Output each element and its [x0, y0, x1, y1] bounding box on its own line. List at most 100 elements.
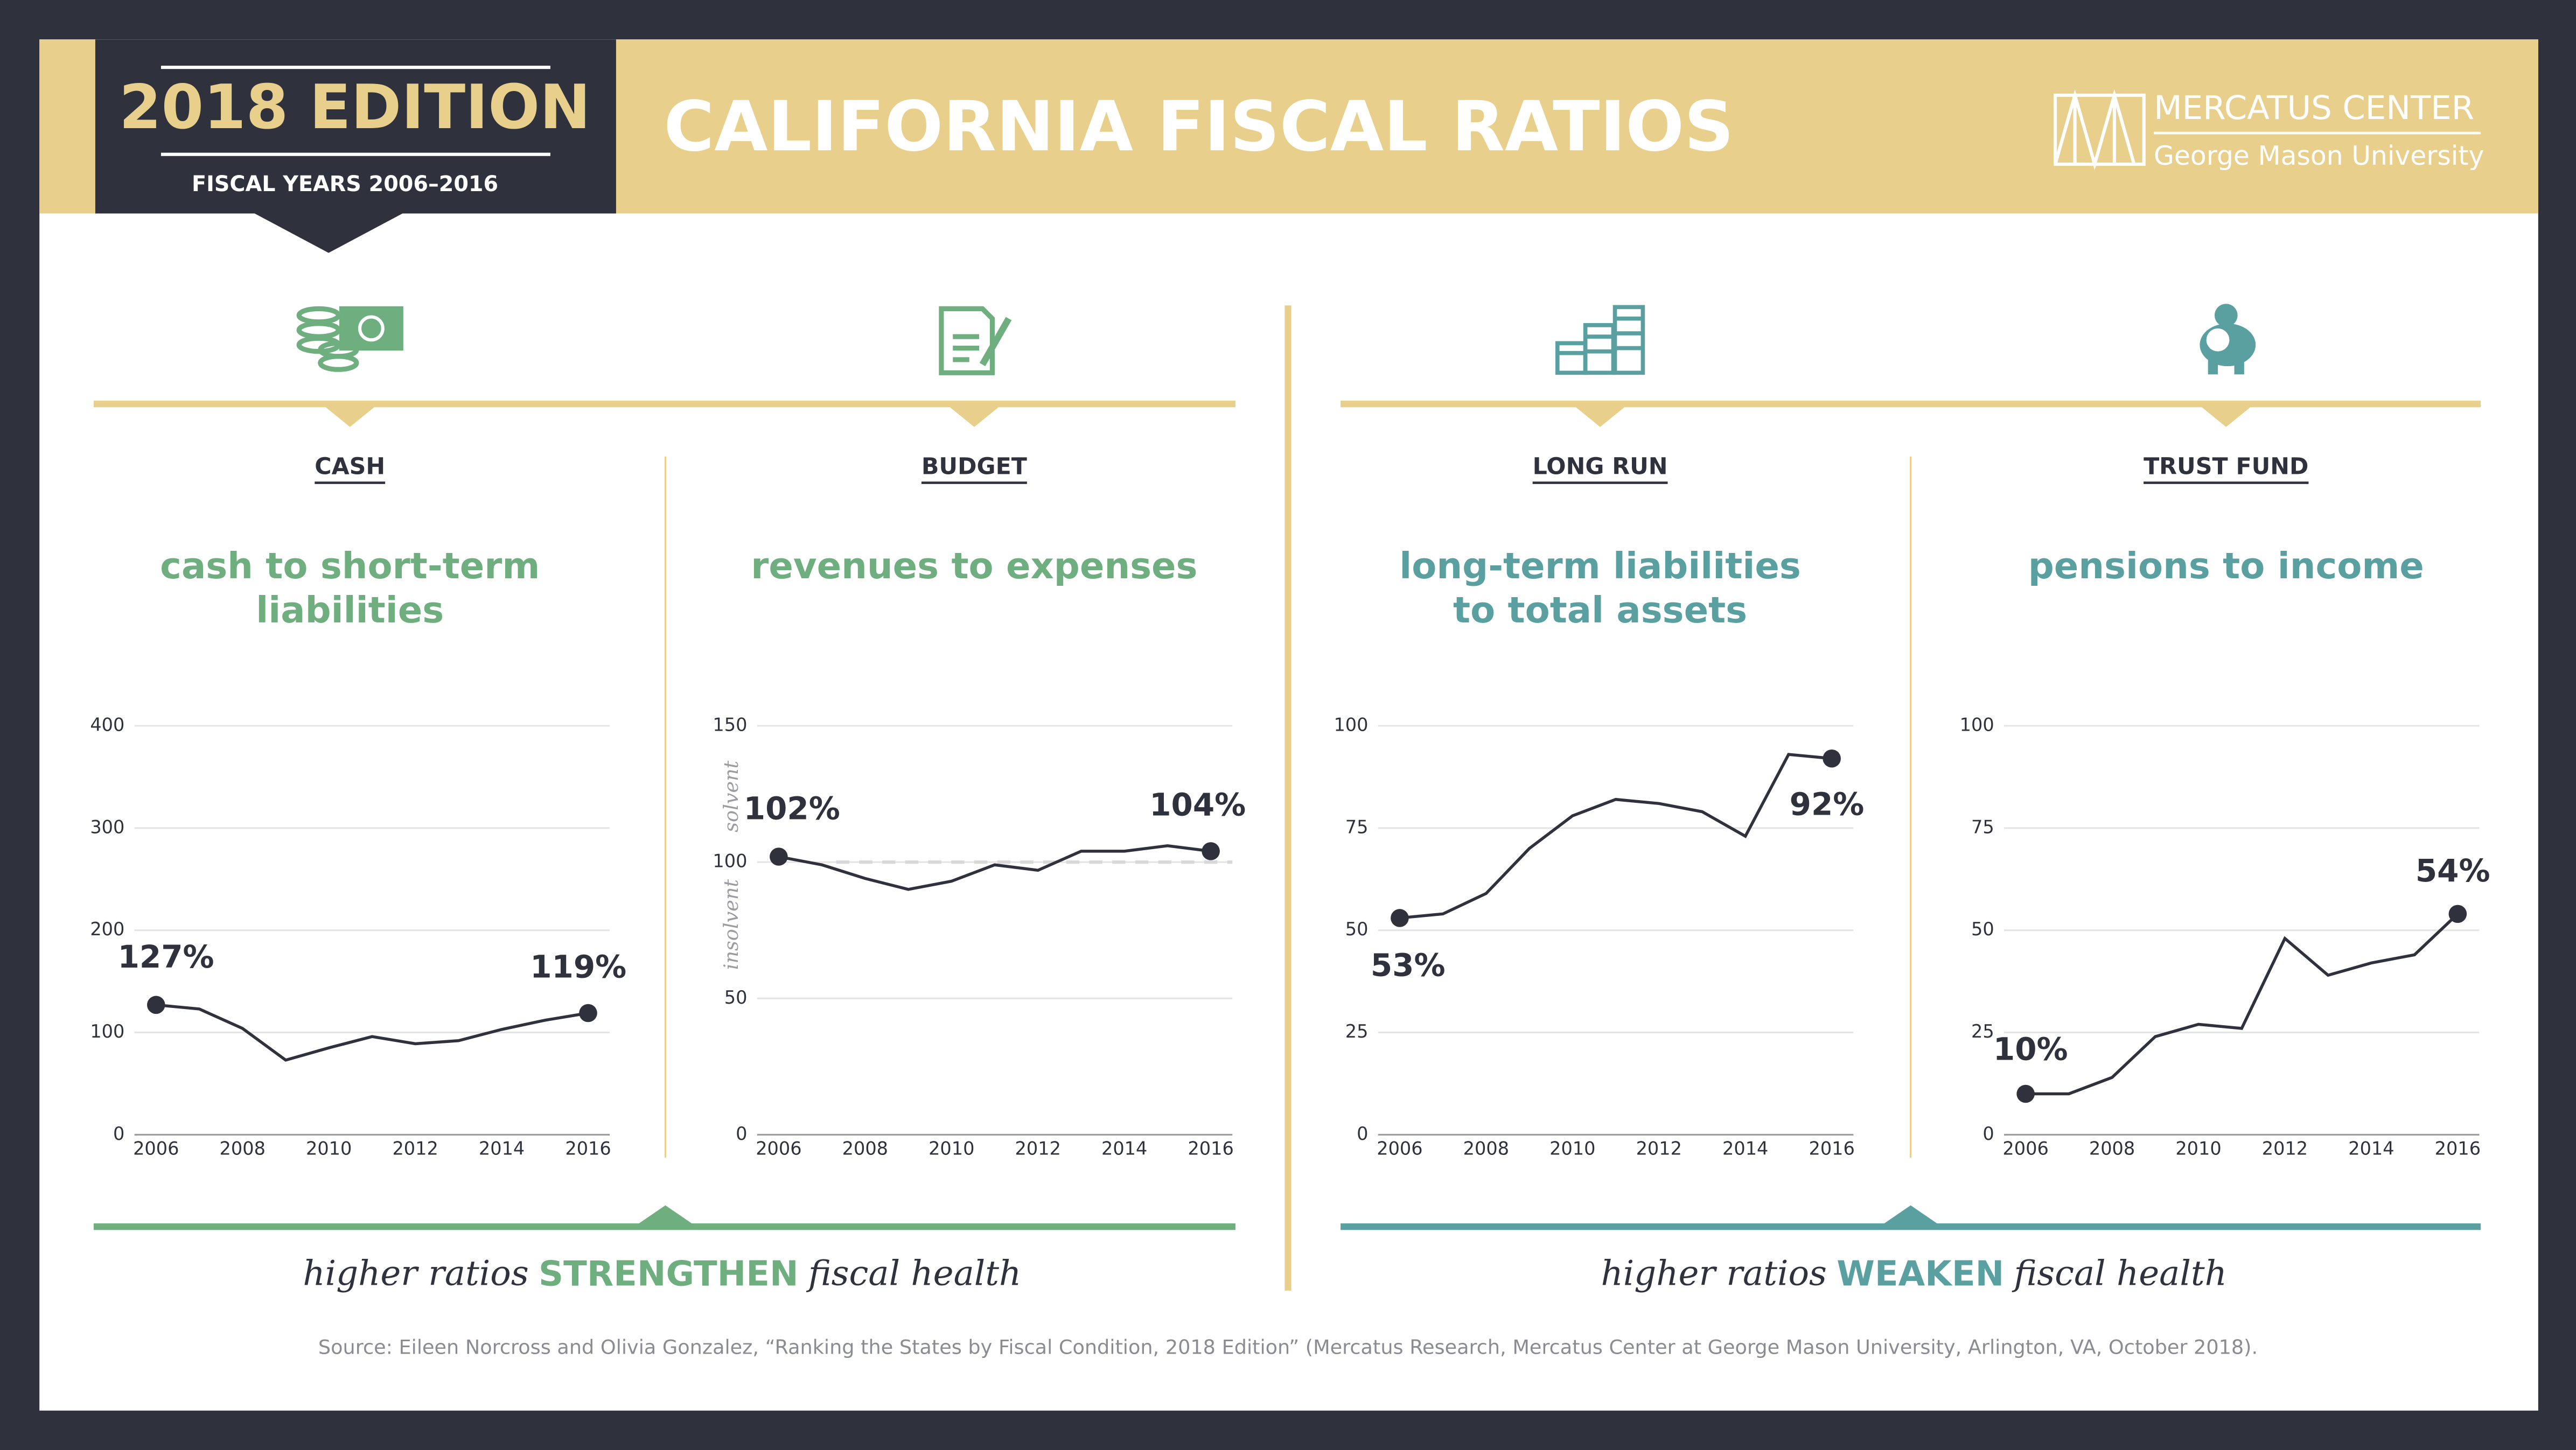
data-point — [1391, 909, 1409, 927]
section-note: higher ratios WEAKEN fiscal health — [1601, 1253, 2227, 1294]
x-tick-label: 2006 — [756, 1138, 801, 1159]
chart-title: cash to short-term — [160, 545, 540, 587]
chart-title: revenues to expenses — [751, 545, 1197, 587]
chart-title: pensions to income — [2028, 545, 2424, 587]
y-tick-label: 50 — [1971, 919, 1994, 940]
source: Source: Eileen Norcross and Olivia Gonza… — [318, 1335, 2258, 1358]
value-label: 127% — [118, 938, 214, 975]
data-point — [2448, 905, 2467, 923]
y-tick-label: 100 — [1960, 715, 1994, 735]
x-tick-label: 2006 — [2002, 1138, 2048, 1159]
x-tick-label: 2016 — [1809, 1138, 1854, 1159]
value-label: 102% — [744, 790, 840, 827]
section-note-part: higher ratios — [1601, 1253, 1827, 1293]
value-label: 92% — [1790, 786, 1865, 822]
data-point — [1202, 842, 1220, 860]
x-tick-label: 2008 — [2089, 1138, 2135, 1159]
value-label: 53% — [1371, 947, 1446, 984]
y-tick-label: 25 — [1345, 1021, 1369, 1042]
logo — [2053, 89, 2146, 171]
data-line — [2026, 913, 2459, 1096]
section-note-part: fiscal health — [806, 1253, 1021, 1293]
pointer — [1879, 1205, 1942, 1227]
data-line — [156, 1003, 589, 1062]
chart-category: LONG RUN — [1533, 453, 1668, 480]
value-label: 104% — [1149, 787, 1246, 823]
x-tick-label: 2012 — [392, 1138, 438, 1159]
y-tick-label: 0 — [113, 1123, 124, 1144]
x-tick-label: 2008 — [842, 1138, 888, 1159]
trust-fund-icon — [2200, 304, 2256, 375]
annotation: insolvent — [720, 879, 743, 970]
chart-title: to total assets — [1453, 589, 1747, 631]
y-tick-label: 50 — [1345, 919, 1369, 940]
section-note-part: higher ratios — [303, 1253, 528, 1293]
x-tick-label: 2016 — [2435, 1138, 2481, 1159]
x-tick-label: 2010 — [929, 1138, 974, 1159]
y-tick-label: 100 — [1334, 715, 1368, 735]
x-tick-label: 2014 — [2348, 1138, 2394, 1159]
y-tick-label: 400 — [90, 715, 124, 735]
x-tick-label: 2008 — [1463, 1138, 1509, 1159]
section-note-part: fiscal health — [2012, 1253, 2226, 1293]
chart-category: BUDGET — [922, 453, 1027, 480]
section-note: higher ratios STRENGTHEN fiscal health — [303, 1253, 1021, 1294]
data-point — [579, 1004, 597, 1022]
chart-title: liabilities — [256, 589, 444, 631]
cash-icon — [296, 306, 403, 372]
value-label: 10% — [1993, 1031, 2068, 1067]
chart-category: TRUST FUND — [2144, 453, 2308, 480]
chart-title: long-term liabilities — [1399, 545, 1801, 587]
x-tick-label: 2014 — [1722, 1138, 1768, 1159]
y-tick-label: 75 — [1345, 816, 1369, 837]
x-tick-label: 2012 — [2262, 1138, 2308, 1159]
y-tick-label: 25 — [1971, 1021, 1994, 1042]
edition-tab — [95, 39, 616, 253]
annotation: solvent — [720, 760, 743, 832]
y-tick-label: 300 — [90, 816, 124, 837]
chart-category: CASH — [315, 453, 385, 480]
pointers — [323, 405, 2253, 427]
university: George Mason University — [2154, 141, 2484, 171]
x-tick-label: 2012 — [1636, 1138, 1682, 1159]
x-tick-label: 2006 — [1377, 1138, 1422, 1159]
value-label: 54% — [2416, 852, 2490, 889]
pointer — [634, 1205, 697, 1227]
data-point — [770, 847, 788, 866]
x-tick-label: 2006 — [133, 1138, 179, 1159]
y-tick-label: 0 — [736, 1123, 747, 1144]
y-tick-label: 0 — [1982, 1123, 1994, 1144]
x-tick-label: 2008 — [220, 1138, 266, 1159]
y-tick-label: 200 — [90, 919, 124, 940]
data-point — [2016, 1084, 2035, 1103]
long-run-icon — [1555, 305, 1645, 375]
x-tick-label: 2010 — [2175, 1138, 2221, 1159]
y-tick-label: 0 — [1357, 1123, 1368, 1144]
edition: 2018 EDITION — [119, 72, 591, 143]
data-point — [147, 996, 165, 1014]
x-tick-label: 2016 — [565, 1138, 611, 1159]
budget-icon — [939, 306, 1012, 375]
x-tick-label: 2012 — [1015, 1138, 1061, 1159]
value-label: 119% — [530, 948, 626, 985]
data-line — [1399, 753, 1832, 920]
main-title: CALIFORNIA FISCAL RATIOS — [664, 87, 1734, 167]
section-note-part: STRENGTHEN — [539, 1254, 799, 1294]
y-tick-label: 50 — [724, 987, 748, 1008]
x-tick-label: 2014 — [479, 1138, 525, 1159]
fiscal-years: FISCAL YEARS 2006–2016 — [192, 172, 498, 197]
x-tick-label: 2014 — [1101, 1138, 1147, 1159]
y-tick-label: 100 — [90, 1021, 124, 1042]
x-tick-label: 2016 — [1188, 1138, 1233, 1159]
x-tick-label: 2010 — [1549, 1138, 1595, 1159]
data-line — [778, 844, 1211, 891]
org-name: MERCATUS CENTER — [2154, 89, 2474, 127]
x-tick-label: 2010 — [306, 1138, 352, 1159]
y-tick-label: 75 — [1971, 816, 1994, 837]
y-tick-label: 100 — [713, 851, 747, 872]
section-note-part: WEAKEN — [1837, 1254, 2004, 1294]
y-tick-label: 150 — [713, 715, 747, 735]
data-point — [1823, 749, 1841, 768]
